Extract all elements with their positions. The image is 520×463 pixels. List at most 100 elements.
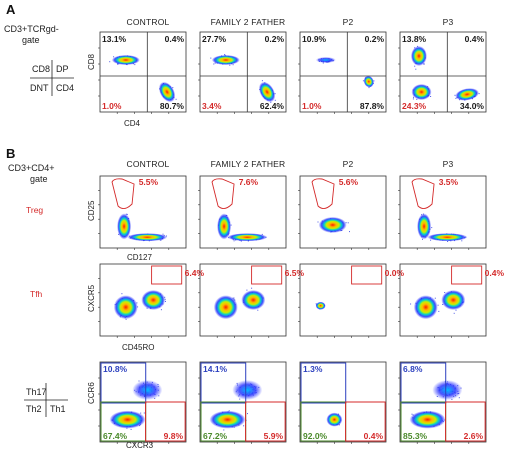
event-dot — [461, 240, 463, 242]
pct-tfh: 0.0% — [385, 268, 405, 278]
event-dot — [175, 98, 177, 100]
cd4-population — [362, 75, 375, 89]
event-dot — [126, 213, 128, 215]
memory-population — [241, 287, 266, 311]
event-dot — [411, 413, 413, 415]
panel-a-gate-line1: CD3+TCRgd- — [4, 24, 59, 34]
event-dot — [416, 98, 418, 100]
th1-gate — [245, 401, 286, 442]
pct-cd8: 10.9% — [302, 34, 327, 44]
event-dot — [317, 221, 319, 223]
event-dot — [413, 96, 414, 98]
dnt-population — [411, 84, 432, 100]
col-title-b-3: P3 — [443, 159, 454, 169]
plot-tfh-2: 0.0% — [298, 263, 405, 338]
event-dot — [270, 101, 272, 103]
plot-th-2: 1.3% 92.0% 0.4% — [298, 361, 387, 444]
plot-frame — [199, 31, 287, 113]
event-dot — [315, 303, 317, 305]
event-dot — [349, 231, 350, 233]
col-title-a-0: CONTROL — [127, 17, 170, 27]
panel-b-gate-line2: gate — [30, 174, 48, 184]
event-dot — [454, 94, 456, 96]
legend-th2: Th2 — [26, 404, 42, 414]
th1-gate — [345, 401, 386, 442]
plot-frame — [399, 263, 487, 337]
event-dot — [422, 238, 423, 240]
tfh-gate — [351, 265, 383, 285]
th17-gate — [200, 362, 247, 404]
pct-th2: 85.3% — [403, 431, 428, 441]
density-blob — [410, 46, 427, 66]
density-blob — [409, 410, 446, 429]
col-title-a-1: FAMILY 2 FATHER — [211, 17, 286, 27]
cd8-population — [109, 55, 140, 66]
pct-dp: 0.2% — [365, 34, 385, 44]
density-blob — [315, 301, 326, 310]
cell-population — [217, 213, 232, 240]
panel-b-column-titles: CONTROL FAMILY 2 FATHER P2 P3 — [127, 159, 454, 169]
pct-dnt: 1.0% — [102, 101, 122, 111]
event-dot — [444, 292, 446, 293]
event-dot — [130, 428, 132, 430]
density-blob — [411, 84, 432, 100]
event-dot — [140, 412, 142, 414]
legend-th1: Th1 — [50, 404, 66, 414]
cd8-population — [210, 54, 240, 66]
density-blob — [141, 290, 166, 310]
axis-y-cd25: CD25 — [87, 200, 96, 221]
pct-dp: 0.2% — [265, 34, 285, 44]
pct-cd4: 34.0% — [460, 101, 485, 111]
plot-frame — [99, 361, 187, 443]
plot-frame — [99, 175, 187, 249]
event-dot — [213, 63, 215, 65]
cell-population — [209, 410, 248, 431]
density-blob — [132, 380, 163, 400]
axis-x-cd127: CD127 — [127, 253, 152, 262]
event-dot — [347, 222, 349, 224]
density-blob — [427, 233, 468, 242]
pct-tfh: 6.4% — [185, 268, 205, 278]
event-dot — [478, 93, 480, 95]
th17-gate — [400, 362, 447, 404]
event-dot — [415, 68, 417, 70]
memory-population — [441, 290, 466, 314]
pct-cd8: 27.7% — [202, 34, 227, 44]
cell-population — [326, 412, 343, 427]
event-dot — [251, 287, 253, 289]
density-blob — [363, 75, 374, 88]
density-blob — [315, 57, 336, 63]
plot-frame — [99, 31, 187, 113]
pct-th1: 5.9% — [264, 431, 284, 441]
event-dot — [414, 65, 416, 67]
th1-gate — [445, 401, 486, 442]
axis-y-cd8: CD8 — [87, 53, 96, 70]
event-dot — [455, 309, 457, 311]
density-blob — [432, 380, 463, 400]
pct-th1: 0.4% — [364, 431, 384, 441]
pct-dnt: 3.4% — [202, 101, 222, 111]
upper-population — [132, 380, 163, 400]
th1-gate — [145, 401, 186, 442]
th17-gate — [300, 362, 347, 404]
treg-gate — [111, 178, 135, 209]
pct-cd8: 13.8% — [402, 34, 427, 44]
plot-grid: 13.1% 0.4% 1.0% 80.7% 27.7% 0.2% 3.4% 62.4% 10.9… — [98, 31, 504, 444]
event-dot — [134, 64, 136, 66]
event-dot — [233, 297, 235, 299]
cell-population — [109, 410, 146, 430]
pct-th2: 67.4% — [103, 431, 128, 441]
naive-population — [213, 295, 238, 320]
plot-th-1: 14.1% 67.2% 5.9% — [198, 361, 287, 444]
event-dot — [373, 80, 375, 82]
pct-dnt: 1.0% — [302, 101, 322, 111]
event-dot — [223, 429, 225, 431]
plot-frame — [199, 361, 287, 443]
cell-population — [409, 410, 446, 429]
event-dot — [247, 413, 248, 415]
density-blob — [158, 81, 176, 103]
pct-th1: 2.6% — [464, 431, 484, 441]
event-dot — [232, 64, 234, 66]
event-dot — [233, 240, 235, 242]
density-blob — [127, 233, 168, 242]
